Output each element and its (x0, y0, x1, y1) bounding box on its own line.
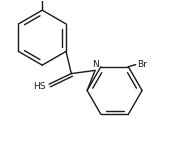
Text: HS: HS (33, 82, 46, 91)
Text: Br: Br (137, 60, 147, 69)
Text: N: N (92, 60, 99, 69)
